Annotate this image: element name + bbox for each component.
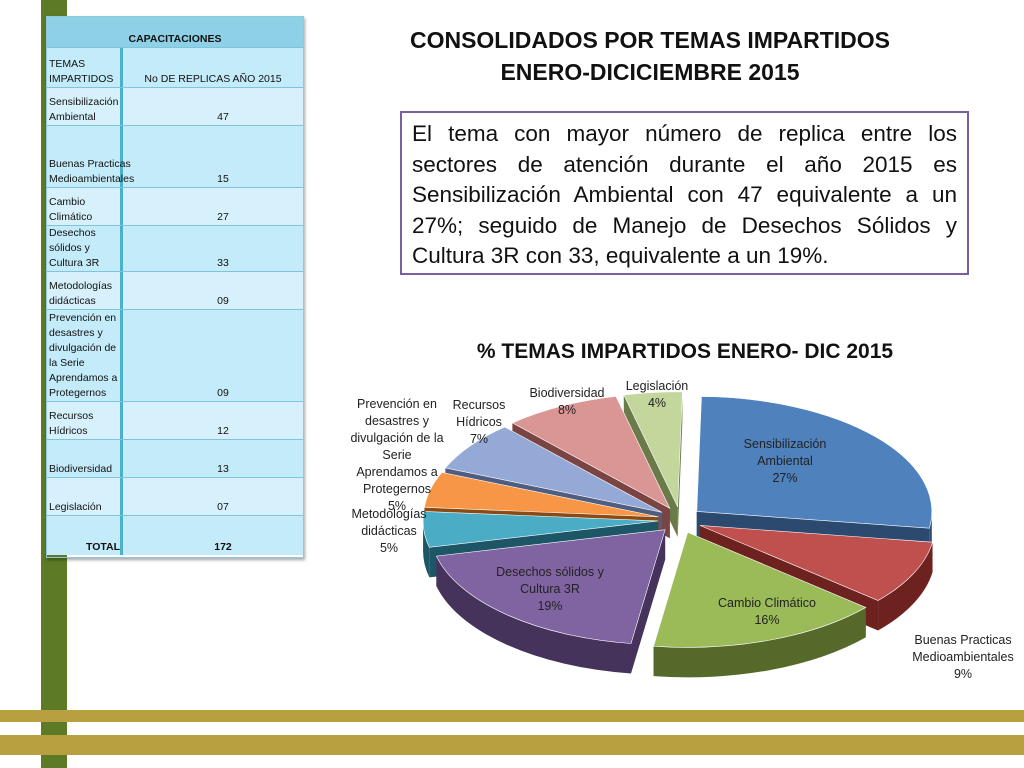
- summary-textbox: El tema con mayor número de replica entr…: [400, 111, 969, 275]
- capacitaciones-table: CAPACITACIONES TEMAS IMPARTIDOS No DE RE…: [46, 16, 304, 558]
- table-row: Sensibilización Ambiental 47: [47, 87, 303, 125]
- pie-slice-top: [511, 396, 671, 510]
- table-cell-valor: 09: [217, 295, 229, 307]
- table-row: Metodologías didácticas 09: [47, 271, 303, 309]
- pie-slice: [653, 531, 867, 678]
- pie-slice-top: [424, 472, 659, 518]
- pie-slice-top: [653, 531, 867, 648]
- table-cell-valor: 07: [217, 501, 229, 513]
- chart-title: % TEMAS IMPARTIDOS ENERO- DIC 2015: [476, 340, 894, 363]
- total-label: TOTAL: [47, 516, 123, 555]
- pie-slice-rim: [878, 542, 933, 631]
- pie-label: Recursos Hídricos 7%: [453, 398, 506, 446]
- table-cell-valor: 47: [217, 111, 229, 123]
- pie-slice-side: [677, 391, 683, 537]
- table-cell-valor: 12: [217, 425, 229, 437]
- pie-slice-side: [631, 529, 666, 674]
- table-cell-tema: Buenas Practicas Medioambientales: [47, 126, 134, 187]
- pie-slice-rim: [653, 607, 866, 678]
- pie-slice-top: [444, 426, 663, 513]
- col2-header: No DE REPLICAS AÑO 2015: [144, 73, 282, 85]
- pie-slice-top: [623, 391, 683, 508]
- page-title: CONSOLIDADOS POR TEMAS IMPARTIDOS ENERO-…: [330, 24, 970, 88]
- pie-slice-top: [699, 525, 933, 601]
- pie-slice-rim: [436, 556, 632, 674]
- pie-slice-top: [696, 396, 933, 529]
- total-value: 172: [214, 541, 232, 553]
- page-title-line2: ENERO-DICICIEMBRE 2015: [500, 59, 800, 85]
- table-cell-tema: Metodologías didácticas: [47, 272, 123, 309]
- pie-label: Legislación 4%: [626, 379, 689, 410]
- table-row: Biodiversidad 13: [47, 439, 303, 477]
- table-row: Recursos Hídricos 12: [47, 401, 303, 439]
- page-title-line1: CONSOLIDADOS POR TEMAS IMPARTIDOS: [409, 27, 891, 53]
- pie-label: Desechos sólidos y Cultura 3R 19%: [496, 565, 604, 613]
- pie-slice-top: [422, 511, 659, 548]
- decor-horizontal-bar-bottom: [0, 735, 1024, 755]
- table-row: Legislación 07: [47, 477, 303, 515]
- table-header-row: TEMAS IMPARTIDOS No DE REPLICAS AÑO 2015: [47, 47, 303, 87]
- col1-header: TEMAS IMPARTIDOS: [47, 48, 123, 87]
- pie-label: Prevención en desastres y divulgación de l…: [350, 397, 443, 513]
- pie-label: Sensibilización Ambiental 27%: [744, 437, 827, 485]
- table-cell-tema: Biodiversidad: [47, 440, 123, 477]
- table-cell-valor: 13: [217, 463, 229, 475]
- pie-label: Biodiversidad 8%: [529, 386, 604, 417]
- pie-label: Buenas Practicas Medioambientales 9%: [912, 633, 1013, 681]
- table-cell-tema: Sensibilización Ambiental: [47, 88, 123, 125]
- table-header: CAPACITACIONES: [47, 17, 303, 47]
- table-row: Desechos sólidos y Cultura 3R 33: [47, 225, 303, 271]
- decor-horizontal-bar-top: [0, 710, 1024, 722]
- table-row: Cambio Climático 27: [47, 187, 303, 225]
- pie-label: Metodologías didácticas 5%: [351, 507, 426, 555]
- table-cell-valor: 33: [217, 257, 229, 269]
- table-cell-valor: 27: [217, 211, 229, 223]
- pie-label: Cambio Climático 16%: [718, 596, 816, 627]
- pie-slice: [435, 529, 666, 674]
- table-cell-tema: Legislación: [47, 478, 123, 515]
- table-cell-tema: Recursos Hídricos: [47, 402, 123, 439]
- table-cell-tema: Prevención en desastres y divulgación de…: [47, 310, 123, 401]
- pie-slice-top: [435, 529, 666, 644]
- table-row: Prevención en desastres y divulgación de…: [47, 309, 303, 401]
- table-cell-tema: Desechos sólidos y Cultura 3R: [47, 226, 123, 271]
- table-total-row: TOTAL 172: [47, 515, 303, 555]
- table-cell-valor: 15: [217, 173, 229, 185]
- table-cell-valor: 09: [217, 387, 229, 399]
- table-row: Buenas Practicas Medioambientales 15: [47, 125, 303, 187]
- table-cell-tema: Cambio Climático: [47, 188, 123, 225]
